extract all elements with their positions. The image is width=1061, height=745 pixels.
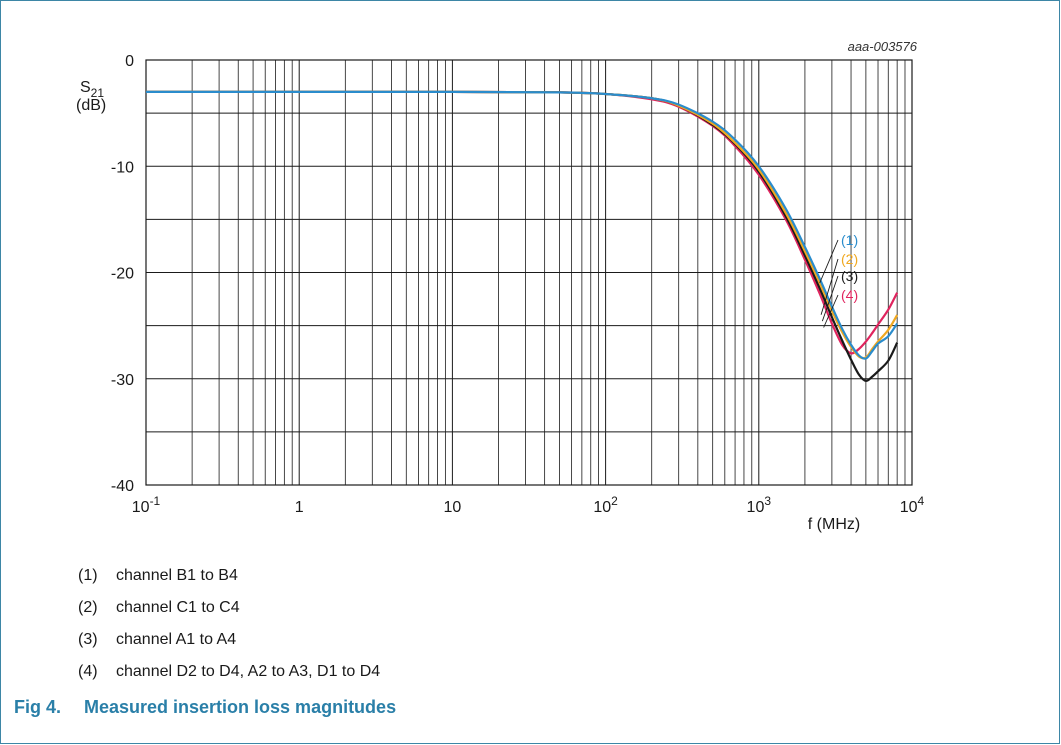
callout-leader <box>819 239 839 284</box>
series-labels: (1) (2)(3) (4) <box>819 232 858 328</box>
y-tick-label: -30 <box>111 372 134 389</box>
x-tick-label: 10 <box>444 499 462 516</box>
insertion-loss-chart: aaa-003576 S21 (dB) f (MHz) 0 -10 -20 -30 -4… <box>76 39 925 533</box>
series-label: (4) <box>841 287 858 303</box>
series-line <box>146 90 899 382</box>
callout-leader <box>821 275 839 322</box>
legend-item: (4) channel D2 to D4, A2 to A3, D1 to D4 <box>78 663 381 680</box>
y-axis-unit: (dB) <box>76 97 106 114</box>
legend: (1) channel B1 to B4 (2) channel C1 to C4 … <box>78 565 380 693</box>
y-tick-label: -40 <box>111 478 134 495</box>
figure-number: Fig 4. <box>14 697 62 717</box>
figure-title: Measured insertion loss magnitudes <box>84 697 397 717</box>
legend-item: (3) channel A1 to A4 <box>78 631 237 648</box>
figure-caption: Fig 4. Measured insertion loss magnitudes <box>14 697 396 718</box>
series-line <box>146 90 899 355</box>
x-tick-label: 1 <box>295 499 304 516</box>
axis-labels: aaa-003576 S21 (dB) f (MHz) <box>76 39 918 533</box>
y-tick-label: -20 <box>111 266 134 283</box>
legend-item: (2) channel C1 to C4 <box>78 599 240 616</box>
grid <box>145 59 913 486</box>
series-label: (3) <box>841 268 858 284</box>
chart-code: aaa-003576 <box>848 39 918 54</box>
series-group <box>146 90 899 382</box>
x-axis-label: f (MHz) <box>808 516 860 533</box>
series-label: (1) <box>841 232 858 248</box>
legend-item: (1) channel B1 to B4 <box>78 567 238 584</box>
y-tick-label: -10 <box>111 159 134 176</box>
plot-border <box>145 59 913 486</box>
callout-leader <box>820 258 839 315</box>
x-tick-label: 102 <box>593 494 618 516</box>
x-tick-label: 10-1 <box>132 494 161 516</box>
callout-leader <box>823 294 839 328</box>
y-axis-label: S21 <box>80 79 104 100</box>
x-tick-label: 104 <box>900 494 925 516</box>
y-tick-label: 0 <box>125 53 134 70</box>
x-tick-label: 103 <box>747 494 772 516</box>
series-line <box>146 90 899 360</box>
series-line <box>146 90 899 360</box>
series-label: (2) <box>841 251 858 267</box>
